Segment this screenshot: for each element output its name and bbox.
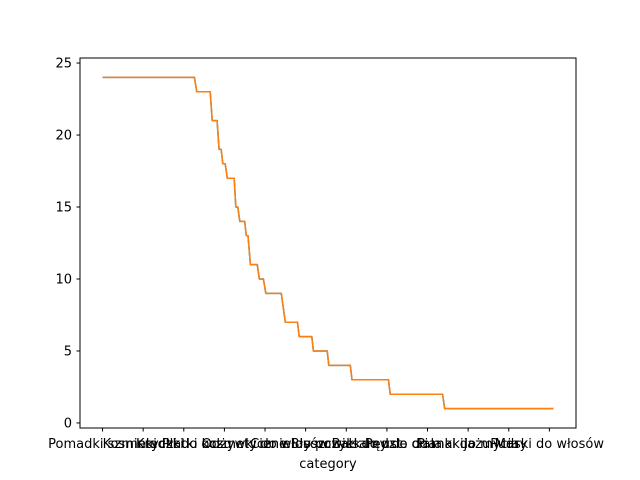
x-tick-label: Błyszczyki do ust (291, 437, 402, 452)
series-line-2 (102, 76, 554, 410)
y-tick-label: 10 (55, 272, 72, 287)
plot-frame (79, 57, 577, 429)
x-tick-label: Kosmetyczki (103, 437, 184, 452)
x-tick-label: Pędzle do makijażu (365, 437, 490, 452)
x-tick-label: Pudry (490, 437, 527, 452)
x-tick-label: Pianki do mycia (417, 437, 519, 452)
x-tick-label: Cienie do powiek (250, 437, 361, 452)
y-axis-ticks: 0 5 10 15 20 25 (55, 57, 80, 431)
x-tick-label: Balsamy do ciała (332, 437, 442, 452)
x-tick-label: Pomadki szminki (48, 437, 157, 452)
plot-lines (102, 76, 554, 410)
y-tick-label: 5 (64, 344, 72, 359)
y-tick-label: 20 (55, 129, 72, 144)
x-tick-label: Maski do włosów (495, 437, 605, 452)
y-tick-label: 15 (55, 201, 72, 216)
y-tick-label: 0 (64, 416, 72, 431)
x-tick-label: Odżywki do włosów (202, 437, 329, 452)
axes (79, 57, 577, 429)
x-tick-label: Kredki do oczu (136, 437, 232, 452)
y-tick-label: 25 (55, 57, 72, 72)
x-tick-label: Płatki kosmetyczne (162, 437, 287, 452)
x-axis-label: category (299, 457, 357, 472)
